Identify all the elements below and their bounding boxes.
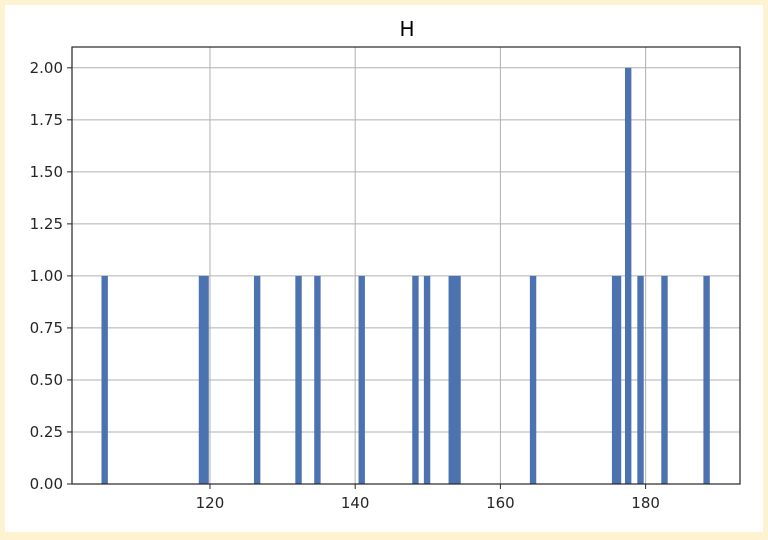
histogram-bar xyxy=(529,275,537,484)
histogram-bar xyxy=(295,275,302,484)
histogram-bar xyxy=(661,275,668,484)
x-tick-label: 180 xyxy=(631,494,660,512)
plot-area-frame xyxy=(71,46,741,485)
y-tick-label: 1.00 xyxy=(30,267,63,285)
histogram-bar xyxy=(202,275,209,484)
histogram-bar xyxy=(314,275,321,484)
bars-layer xyxy=(101,67,710,485)
y-tick-label: 0.50 xyxy=(30,371,63,389)
y-tick-label: 1.75 xyxy=(30,111,63,129)
histogram-bar xyxy=(614,275,622,484)
histogram-bar xyxy=(448,275,455,484)
x-axis: 120 140 160 180 xyxy=(196,484,660,512)
y-tick-label: 0.00 xyxy=(30,475,63,493)
histogram-bar xyxy=(253,275,261,484)
y-tick-label: 1.25 xyxy=(30,215,63,233)
histogram-bar xyxy=(412,275,419,484)
histogram-bar xyxy=(454,275,461,484)
chart-title: H xyxy=(399,17,414,41)
y-tick-label: 2.00 xyxy=(30,59,63,77)
histogram-bar xyxy=(358,275,365,484)
x-tick-label: 160 xyxy=(486,494,515,512)
histogram-bar xyxy=(423,275,431,484)
histogram-bar xyxy=(624,67,632,485)
x-tick-label: 120 xyxy=(196,494,225,512)
chart-frame: H 120 140 160 180 0.00 0.25 0.50 0.75 1.00 1.25 1… xyxy=(5,5,763,532)
y-tick-label: 1.50 xyxy=(30,163,63,181)
histogram-chart: H 120 140 160 180 0.00 0.25 0.50 0.75 1.00 1.25 1… xyxy=(30,17,741,512)
y-axis: 0.00 0.25 0.50 0.75 1.00 1.25 1.50 1.75 2.00 xyxy=(30,59,72,493)
x-tick-label: 140 xyxy=(341,494,370,512)
histogram-bar xyxy=(703,275,710,484)
histogram-bar xyxy=(637,275,644,484)
y-tick-label: 0.25 xyxy=(30,423,63,441)
histogram-bar xyxy=(101,275,108,484)
histogram-bar xyxy=(198,275,206,484)
y-tick-label: 0.75 xyxy=(30,319,63,337)
